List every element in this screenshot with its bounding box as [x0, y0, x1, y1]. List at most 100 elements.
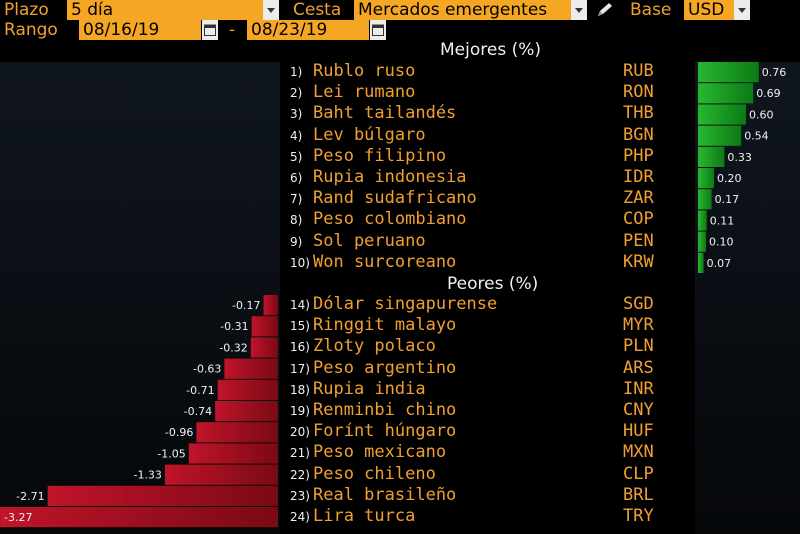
plazo-select[interactable]: 5 día [67, 0, 267, 20]
list-item[interactable]: 21) Peso mexicano MXN [280, 442, 695, 463]
currency-code: IDR [623, 167, 654, 187]
currency-code: PEN [623, 230, 654, 251]
bar-value-label: -0.31 [220, 320, 248, 333]
list-item[interactable]: 20) Forínt húngaro HUF [280, 421, 695, 442]
bar-value-label: -1.33 [133, 469, 161, 482]
currency-code: ZAR [623, 188, 654, 209]
list-item[interactable]: 2) Lei rumano RON [280, 82, 695, 103]
currency-name: Lev búlgaro [313, 124, 426, 145]
plazo-chevron-down-icon[interactable] [263, 0, 279, 20]
rank-number: 3) [290, 107, 303, 122]
bar-value-label: 0.10 [709, 236, 734, 249]
currency-code: CLP [623, 463, 654, 484]
currency-name: Zloty polaco [313, 336, 436, 357]
date-separator: - [229, 20, 236, 40]
rank-number: 20) [290, 425, 310, 440]
list-item[interactable]: 16) Zloty polaco PLN [280, 336, 695, 357]
rank-number: 16) [290, 340, 310, 355]
cesta-select[interactable]: Mercados emergentes [354, 0, 572, 20]
positive-bar [698, 231, 706, 252]
bar-value-label: -3.27 [4, 511, 32, 524]
currency-code: KRW [623, 251, 654, 272]
date-to-calendar-icon[interactable] [370, 20, 386, 40]
rank-number: 24) [290, 510, 310, 524]
list-item[interactable]: 5) Peso filipino PHP [280, 146, 695, 167]
list-item[interactable]: 1) Rublo ruso RUB [280, 61, 695, 82]
list-item[interactable]: 15) Ringgit malayo MYR [280, 315, 695, 336]
currency-name: Baht tailandés [313, 103, 457, 124]
list-item[interactable]: 17) Peso argentino ARS [280, 358, 695, 379]
bar-value-label: -0.63 [193, 363, 221, 376]
rank-number: 22) [290, 467, 310, 482]
list-item[interactable]: 4) Lev búlgaro BGN [280, 125, 695, 146]
currency-name: Renminbi chino [313, 400, 457, 420]
bar-value-label: 0.07 [707, 257, 732, 270]
list-item[interactable]: 3) Baht tailandés THB [280, 103, 695, 124]
negative-bar [164, 464, 278, 485]
currency-code: RON [623, 82, 654, 103]
cesta-label: Cesta [293, 0, 342, 20]
rank-number: 15) [290, 319, 310, 334]
list-item[interactable]: 10) Won surcoreano KRW [280, 252, 695, 273]
list-item[interactable]: 19) Renminbi chino CNY [280, 400, 695, 421]
list-item[interactable]: 23) Real brasileño BRL [280, 485, 695, 506]
negative-bar [224, 358, 278, 379]
currency-name: Dólar singapurense [313, 294, 498, 314]
currency-name: Peso chileno [313, 463, 436, 484]
date-from-calendar-icon[interactable] [202, 20, 218, 40]
bar-value-label: -0.74 [184, 405, 212, 418]
positive-bar [698, 210, 707, 231]
bar-value-label: 0.20 [717, 172, 742, 185]
negative-bar [251, 316, 278, 337]
list-item[interactable]: 8) Peso colombiano COP [280, 209, 695, 230]
cesta-chevron-down-icon[interactable] [571, 0, 587, 20]
rank-number: 8) [290, 213, 303, 228]
currency-code: PLN [623, 336, 654, 357]
currency-name: Real brasileño [313, 484, 457, 505]
bar-value-label: -0.32 [219, 341, 247, 354]
list-item[interactable]: 6) Rupia indonesia IDR [280, 167, 695, 188]
list-item[interactable]: 24) Lira turca TRY [280, 506, 695, 527]
currency-code: THB [623, 103, 654, 124]
list-item[interactable]: 7) Rand sudafricano ZAR [280, 188, 695, 209]
list-item[interactable]: 9) Sol peruano PEN [280, 231, 695, 252]
currency-name: Sol peruano [313, 230, 426, 251]
negative-bar [217, 379, 278, 400]
currency-code: MYR [623, 315, 654, 336]
rank-number: 5) [290, 149, 303, 164]
rank-number: 23) [290, 488, 310, 503]
rank-number: 21) [290, 446, 310, 461]
currency-name: Peso filipino [313, 145, 447, 166]
currency-code: INR [623, 378, 654, 399]
positive-bar [698, 62, 759, 83]
negative-bar [250, 337, 278, 358]
positive-bar [698, 168, 714, 189]
list-item[interactable]: 14) Dólar singapurense SGD [280, 294, 695, 315]
currency-code: RUB [623, 61, 654, 81]
bar-value-label: -0.71 [186, 384, 214, 397]
positive-bar [698, 104, 746, 125]
list-item[interactable]: 18) Rupia india INR [280, 379, 695, 400]
currency-code: BGN [623, 124, 654, 145]
best-section-title: Mejores (%) [440, 40, 542, 60]
currency-code: HUF [623, 421, 654, 442]
bar-value-label: -0.17 [232, 299, 260, 312]
bar-value-label: 0.76 [762, 66, 787, 79]
bar-value-label: -2.71 [16, 490, 44, 503]
bar-value-label: 0.54 [744, 130, 769, 143]
base-chevron-down-icon[interactable] [734, 0, 750, 20]
list-item[interactable]: 22) Peso chileno CLP [280, 464, 695, 485]
date-to-input[interactable]: 08/23/19 [247, 20, 369, 40]
edit-pencil-icon[interactable] [596, 2, 616, 22]
currency-name: Rand sudafricano [313, 188, 477, 209]
positive-bar [698, 83, 754, 104]
rank-number: 4) [290, 128, 303, 143]
negative-bar [196, 422, 278, 443]
rank-number: 1) [290, 65, 303, 79]
base-select[interactable]: USD [684, 0, 734, 20]
rank-number: 17) [290, 361, 310, 376]
currency-name: Peso colombiano [313, 209, 467, 230]
negative-bar [263, 295, 278, 316]
date-from-input[interactable]: 08/16/19 [79, 20, 201, 40]
